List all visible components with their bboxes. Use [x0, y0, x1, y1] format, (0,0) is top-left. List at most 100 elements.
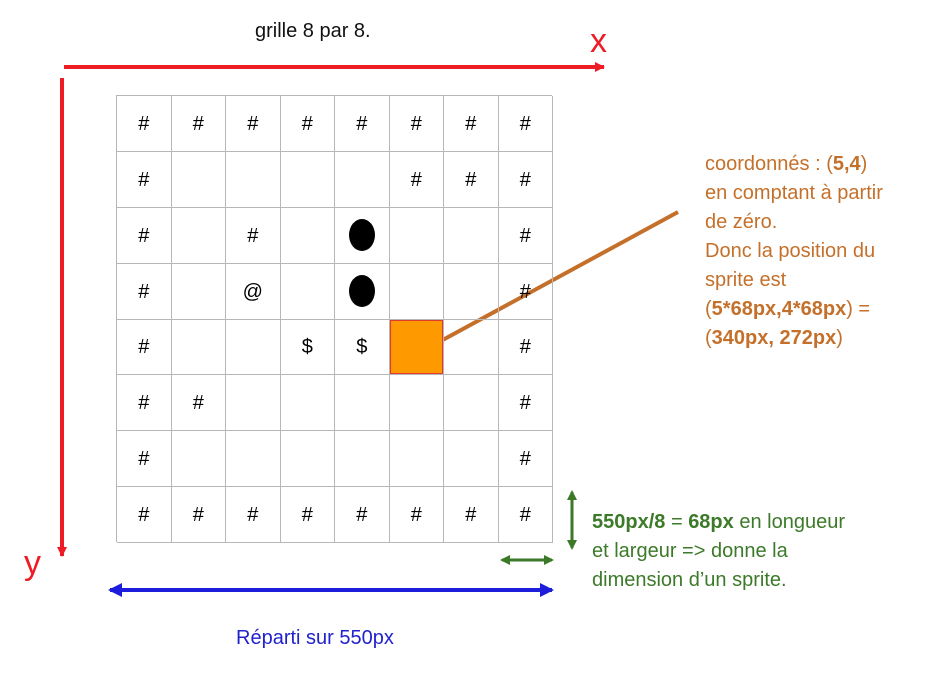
cell-glyph: #	[247, 224, 259, 247]
grid-cell: #	[117, 487, 172, 543]
cell-glyph: #	[301, 504, 313, 527]
grid-cell	[280, 207, 335, 264]
grid-cell	[335, 263, 390, 320]
grid-cell: #	[280, 487, 335, 543]
cell-glyph: #	[192, 392, 204, 415]
grid-cell	[389, 263, 444, 320]
cell-glyph: #	[247, 112, 259, 135]
grid-cell	[226, 375, 281, 432]
grid-cell: #	[226, 487, 281, 543]
cell-glyph: #	[410, 168, 422, 191]
cell-glyph: #	[138, 224, 150, 247]
grid-cell	[335, 207, 390, 264]
grid-cell: #	[335, 96, 390, 152]
cell-glyph: $	[301, 336, 313, 359]
grid-cell	[389, 207, 444, 264]
grid-cell	[444, 263, 499, 320]
cell-glyph: #	[465, 504, 477, 527]
grid-cell	[389, 431, 444, 488]
grid-cell	[226, 151, 281, 208]
grid-cell: #	[389, 151, 444, 208]
grid-cell: #	[498, 96, 553, 152]
grid-cell	[226, 431, 281, 488]
grid-cell: #	[444, 96, 499, 152]
grid-cell: #	[498, 151, 553, 208]
grid-cell: #	[498, 487, 553, 543]
grid-cell	[171, 431, 226, 488]
highlighted-sprite	[389, 319, 443, 375]
diagram-title: grille 8 par 8.	[255, 20, 371, 42]
cell-glyph: #	[356, 504, 368, 527]
cell-glyph: #	[519, 392, 531, 415]
sprite-size-annotation: 550px/8 = 68px en longueur et largeur =>…	[592, 511, 845, 591]
cell-glyph: #	[192, 504, 204, 527]
y-axis-label: y	[24, 544, 41, 582]
grid-cell: #	[498, 319, 553, 376]
grid-cell	[335, 375, 390, 432]
cell-glyph: #	[192, 112, 204, 135]
grid-cell	[171, 319, 226, 376]
grid-cell: #	[444, 487, 499, 543]
grid-cell: #	[171, 375, 226, 432]
grid-cell: #	[117, 207, 172, 264]
grid-cell	[335, 151, 390, 208]
grid-cell	[389, 375, 444, 432]
x-axis-label: x	[590, 22, 607, 60]
cell-glyph: #	[301, 112, 313, 135]
cell-glyph: #	[138, 392, 150, 415]
grid-cell	[280, 263, 335, 320]
grid-cell: #	[280, 96, 335, 152]
cell-glyph: #	[410, 504, 422, 527]
grid-cell	[280, 151, 335, 208]
cell-glyph: #	[138, 336, 150, 359]
cell-glyph: #	[519, 224, 531, 247]
cell-glyph: #	[247, 504, 259, 527]
cell-glyph: #	[410, 112, 422, 135]
grid-cell: #	[226, 96, 281, 152]
boulder-sprite	[348, 275, 375, 308]
cell-glyph: #	[519, 280, 531, 303]
cell-glyph: $	[356, 336, 368, 359]
grid-cell: #	[117, 375, 172, 432]
grid-cell	[444, 319, 499, 376]
game-grid: # # # # # # # # # # # # # # # # @ # # $ $ # # # # # # # # # # # # # #	[116, 95, 553, 543]
grid-cell: #	[117, 431, 172, 488]
cell-glyph: #	[356, 112, 368, 135]
cell-glyph: #	[138, 448, 150, 471]
cell-glyph: #	[138, 504, 150, 527]
cell-glyph: @	[242, 280, 263, 303]
coords-annotation: coordonnés : (5,4) en comptant à partir …	[705, 153, 883, 349]
cell-glyph: #	[138, 280, 150, 303]
grid-cell	[171, 263, 226, 320]
cell-glyph: #	[519, 336, 531, 359]
cell-glyph: #	[519, 168, 531, 191]
grid-cell: #	[498, 207, 553, 264]
cell-glyph: #	[519, 112, 531, 135]
grid-cell	[444, 431, 499, 488]
grid-cell: #	[444, 151, 499, 208]
cell-glyph: #	[519, 504, 531, 527]
grid-cell: #	[117, 263, 172, 320]
grid-cell	[444, 375, 499, 432]
cell-glyph: #	[519, 448, 531, 471]
grid-cell: #	[389, 96, 444, 152]
cell-glyph: #	[465, 168, 477, 191]
grid-cell: #	[171, 487, 226, 543]
grid-cell: @	[226, 263, 281, 320]
grid-cell: #	[117, 319, 172, 376]
grid-cell: #	[498, 375, 553, 432]
grid-cell: #	[389, 487, 444, 543]
grid-cell: #	[335, 487, 390, 543]
cell-glyph: #	[138, 168, 150, 191]
grid-cell: #	[117, 96, 172, 152]
grid-cell: #	[171, 96, 226, 152]
spread-annotation: Réparti sur 550px	[236, 627, 394, 649]
grid-cell	[280, 431, 335, 488]
grid-cell: $	[280, 319, 335, 376]
grid-cell	[171, 207, 226, 264]
cell-glyph: #	[465, 112, 477, 135]
grid-cell	[171, 151, 226, 208]
pointer-arrow	[426, 210, 679, 350]
grid-cell	[335, 431, 390, 488]
